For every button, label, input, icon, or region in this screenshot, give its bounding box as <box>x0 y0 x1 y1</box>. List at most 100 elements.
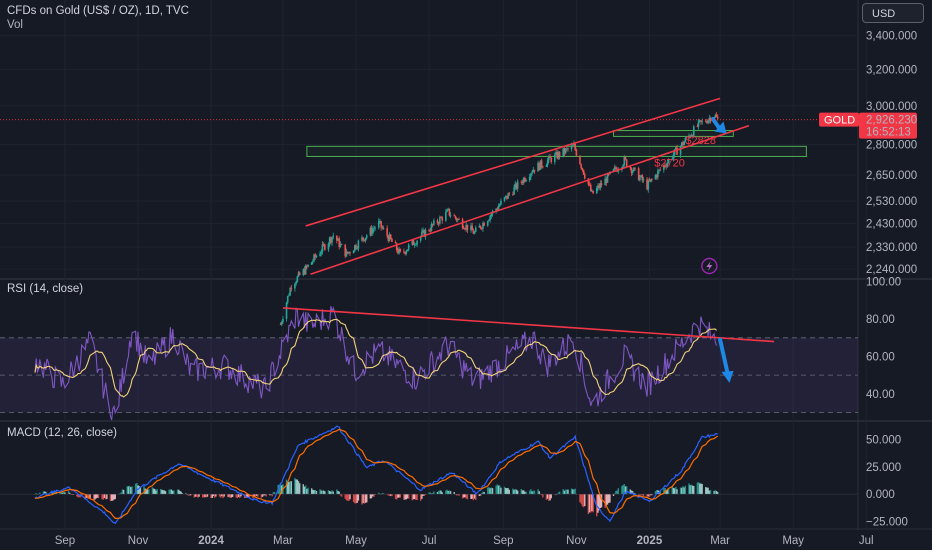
macd-histogram-bar <box>522 490 525 495</box>
candle-body <box>352 250 355 254</box>
macd-histogram-bar <box>320 490 322 495</box>
macd-histogram-bar <box>357 494 360 501</box>
macd-histogram-bar <box>302 484 304 495</box>
x-tick-label: Mar <box>273 535 293 547</box>
macd-histogram-bar <box>604 494 606 508</box>
x-tick-label: Nov <box>566 535 587 547</box>
candle-body <box>370 227 373 234</box>
macd-histogram-bar <box>387 494 390 496</box>
macd-histogram-bar <box>581 494 584 507</box>
candle-body <box>640 175 642 178</box>
macd-histogram-bar <box>496 484 499 495</box>
macd-histogram-bar <box>706 487 708 495</box>
candle-body <box>680 142 683 147</box>
candle-body <box>421 231 423 237</box>
macd-histogram-bar <box>471 494 473 499</box>
candle-body <box>649 179 652 182</box>
candle-body <box>290 288 293 289</box>
macd-histogram-bar <box>672 487 675 495</box>
price-tick-label: 2,530.000 <box>866 196 917 208</box>
macd-histogram-bar <box>466 494 469 500</box>
macd-histogram-bar <box>381 493 384 495</box>
candle-body <box>470 225 472 231</box>
candle-body <box>690 135 693 137</box>
candle-body <box>514 183 517 188</box>
candle-body <box>320 251 323 254</box>
candle-body <box>704 120 707 122</box>
candle-body <box>497 206 500 210</box>
candle-body <box>655 175 658 178</box>
candle-body <box>647 180 650 190</box>
macd-histogram-bar <box>231 494 234 497</box>
candle-body <box>564 148 567 154</box>
candle-body <box>595 188 598 194</box>
candle-body <box>379 220 381 222</box>
candle-body <box>458 219 460 220</box>
candle-body <box>304 265 307 275</box>
macd-histogram-bar <box>310 488 313 495</box>
macd-histogram-bar <box>95 494 97 499</box>
price-annotation: $2828 <box>685 135 716 147</box>
candle-body <box>436 220 439 223</box>
candle-body <box>570 145 573 150</box>
macd-histogram-bar <box>94 494 96 500</box>
macd-histogram-bar <box>663 488 665 495</box>
macd-histogram-bar <box>528 490 531 495</box>
macd-histogram-bar <box>230 494 233 498</box>
currency-button[interactable]: USD <box>862 3 924 23</box>
candle-body <box>415 244 417 246</box>
candle-body <box>672 154 675 159</box>
macd-histogram-bar <box>366 494 368 503</box>
candle-body <box>613 167 616 169</box>
candle-body <box>574 143 576 150</box>
macd-histogram-bar <box>265 494 267 497</box>
chart-title: CFDs on Gold (US$ / OZ), 1D, TVC <box>7 5 189 17</box>
macd-histogram-bar <box>60 492 63 495</box>
macd-histogram-bar <box>640 494 642 496</box>
macd-histogram-bar <box>218 494 221 497</box>
rsi-tick-label: 40.00 <box>866 389 895 401</box>
candle-body <box>374 227 376 229</box>
candle-body <box>404 251 406 254</box>
candle-body <box>658 169 660 171</box>
candle-body <box>454 215 457 219</box>
macd-histogram-bar <box>63 491 65 495</box>
macd-histogram-bar <box>170 489 173 495</box>
candle-body <box>307 264 309 267</box>
macd-histogram-bar <box>299 483 301 495</box>
macd-histogram-bar <box>314 489 316 495</box>
macd-histogram-bar <box>287 481 289 495</box>
macd-histogram-bar <box>269 494 271 496</box>
macd-histogram-bar <box>272 492 275 495</box>
candle-body <box>589 184 592 192</box>
candle-body <box>464 228 466 230</box>
candle-body <box>338 238 341 247</box>
macd-histogram-bar <box>339 494 342 496</box>
macd-histogram-bar <box>176 489 179 495</box>
macd-histogram-bar <box>412 494 415 500</box>
macd-histogram-bar <box>605 494 608 506</box>
macd-histogram-bar <box>364 494 367 503</box>
macd-histogram-bar <box>296 479 299 495</box>
candle-body <box>479 225 482 229</box>
candle-body <box>386 228 388 236</box>
candle-body <box>507 193 509 199</box>
macd-histogram-bar <box>210 494 212 499</box>
macd-histogram-bar <box>617 488 620 495</box>
candle-body <box>455 218 458 221</box>
candle-body <box>700 120 702 122</box>
macd-histogram-bar <box>524 491 526 495</box>
macd-histogram-bar <box>696 482 699 495</box>
macd-histogram-bar <box>647 494 649 497</box>
macd-histogram-bar <box>546 494 549 499</box>
candle-body <box>588 184 591 186</box>
candle-body <box>321 244 324 252</box>
macd-histogram-bar <box>419 494 422 501</box>
macd-histogram-bar <box>261 494 264 497</box>
candle-body <box>330 237 332 243</box>
macd-histogram-bar <box>264 494 266 496</box>
macd-histogram-bar <box>235 494 237 498</box>
macd-histogram-bar <box>690 484 693 495</box>
rsi-title: RSI (14, close) <box>7 283 83 295</box>
